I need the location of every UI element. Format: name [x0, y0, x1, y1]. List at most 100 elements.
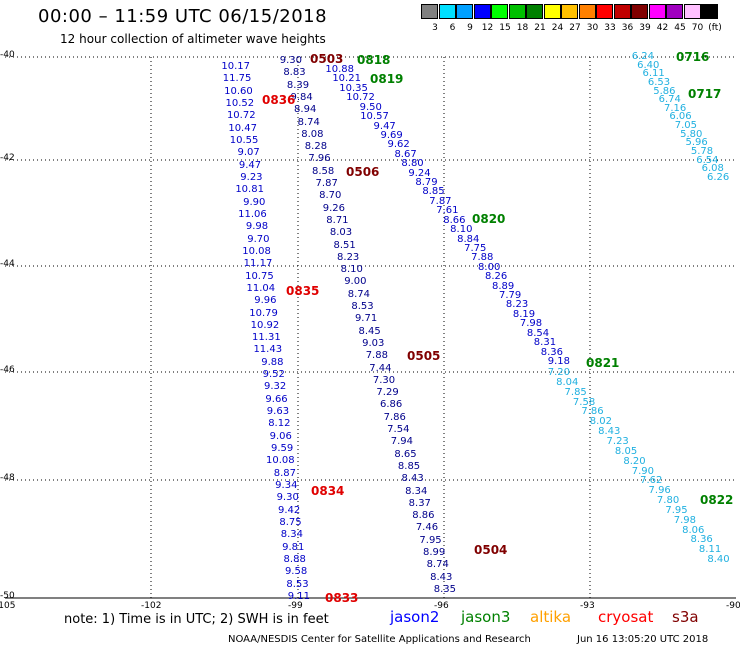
wave-height-value: 7.88	[365, 350, 388, 362]
wave-height-value: 8.12	[268, 418, 291, 430]
wave-height-value: 8.05	[614, 445, 638, 457]
wave-height-value: 8.34	[405, 485, 428, 497]
colorbar-label: 33	[604, 23, 616, 33]
wave-height-value: 9.34	[275, 480, 298, 492]
wave-height-value: 8.85	[397, 460, 421, 472]
colorbar-label: 36	[621, 23, 634, 33]
colorbar-swatch	[421, 4, 438, 19]
wave-height-value: 9.90	[243, 196, 266, 208]
wave-height-value: 9.88	[261, 356, 284, 368]
wave-height-value: 5.86	[653, 85, 676, 97]
wave-height-value: 8.39	[286, 79, 310, 91]
wave-height-value: 8.23	[505, 299, 529, 311]
pass-time-label: 0818	[357, 53, 391, 67]
wave-height-value: 9.71	[354, 313, 378, 325]
wave-height-value: 8.99	[422, 547, 446, 559]
wave-height-value: 6.74	[658, 94, 681, 106]
colorbar-swatch	[508, 4, 526, 19]
wave-height-value: 9.52	[262, 369, 285, 381]
wave-height-value: 8.71	[326, 214, 349, 226]
wave-height-value: 8.54	[526, 327, 550, 339]
satellite-legend-jason3: jason3	[461, 608, 511, 626]
longitude-tick-label: -96	[434, 601, 449, 611]
wave-height-value: 8.74	[347, 288, 371, 300]
wave-height-value: 8.89	[491, 280, 515, 292]
wave-height-value: 7.86	[383, 411, 406, 423]
wave-height-value: 7.85	[564, 386, 587, 398]
wave-height-value: 10.55	[229, 134, 259, 146]
pass-time-label: 0503	[310, 52, 344, 66]
wave-height-value: 7.58	[572, 396, 596, 408]
map-subtitle: 12 hour collection of altimeter wave hei…	[60, 32, 326, 46]
longitude-tick-label: -99	[288, 601, 303, 611]
wave-height-value: 9.58	[284, 566, 308, 578]
wave-height-value: 7.75	[464, 242, 487, 254]
lat-lon-grid	[5, 56, 736, 599]
wave-height-value: 7.95	[665, 504, 688, 516]
pass-time-label: 0822	[700, 493, 734, 507]
colorbar-swatch	[613, 4, 631, 19]
wave-height-value: 8.20	[623, 455, 646, 467]
wave-height-value: 10.60	[224, 85, 253, 97]
colorbar-label: (ft)	[708, 23, 722, 33]
wave-height-value: 11.75	[222, 73, 252, 85]
wave-height-value: 10.57	[360, 111, 389, 123]
wave-height-value: 9.50	[359, 101, 382, 113]
wave-height-value: 9.00	[344, 276, 367, 288]
wave-height-value: 7.54	[387, 424, 410, 436]
wave-height-value: 8.74	[426, 559, 449, 571]
colorbar-label: 30	[586, 23, 599, 33]
wave-height-value: 7.88	[471, 252, 494, 264]
wave-height-value: 7.95	[419, 534, 442, 546]
wave-height-value: 6.40	[637, 59, 660, 71]
wave-height-value: 8.36	[540, 346, 564, 358]
pass-time-label: 0505	[407, 349, 441, 363]
wave-height-value: 8.75	[279, 517, 302, 529]
wave-height-value: 8.70	[319, 190, 342, 202]
wave-height-value: 5.96	[685, 137, 708, 149]
wave-height-value: 7.96	[308, 153, 331, 165]
wave-height-value: 7.30	[372, 374, 396, 386]
wave-height-value: 8.85	[422, 186, 445, 198]
wave-height-value: 11.43	[253, 344, 283, 356]
latitude-tick-label: -46	[0, 365, 15, 375]
wave-height-value: 7.96	[648, 485, 671, 497]
wave-height-value: 6.08	[701, 163, 724, 175]
satellite-legend-cryosat: cryosat	[598, 608, 654, 626]
wave-height-value: 9.03	[362, 337, 385, 349]
wave-height-value: 7.61	[436, 205, 459, 217]
colorbar-swatch	[456, 4, 473, 19]
wave-height-value: 8.03	[329, 227, 353, 239]
wave-height-value: 9.11	[287, 591, 310, 602]
wave-height-value: 10.47	[228, 122, 257, 134]
wave-height-value: 9.70	[247, 233, 270, 245]
wave-height-value: 8.94	[294, 104, 317, 116]
wave-height-value: 11.04	[246, 282, 276, 294]
wave-height-value: 8.53	[286, 578, 309, 590]
colorbar-swatch	[561, 4, 578, 19]
wave-height-value: 9.06	[269, 430, 292, 442]
footer-note: note: 1) Time is in UTC; 2) SWH is in fe…	[64, 612, 329, 627]
latitude-tick-label: -48	[0, 473, 15, 483]
wave-height-value: 8.40	[707, 554, 730, 566]
wave-height-value: 8.37	[408, 497, 431, 509]
wave-height-value: 10.75	[245, 270, 274, 282]
wave-height-value: 7.23	[606, 435, 629, 447]
wave-height-value: 9.26	[322, 202, 345, 214]
wave-height-value: 8.10	[450, 224, 473, 236]
wave-height-value: 10.08	[266, 455, 295, 467]
wave-height-value: 10.79	[249, 307, 278, 319]
wave-height-value: 8.31	[533, 337, 557, 349]
pass-time-label: 0834	[311, 484, 345, 498]
satellite-legend-s3a: s3a	[672, 608, 699, 626]
wave-height-value: 10.92	[250, 319, 280, 331]
longitude-tick-label: -105	[0, 601, 16, 611]
map-title: 00:00 – 11:59 UTC 06/15/2018	[38, 6, 328, 27]
colorbar-label: 70	[691, 23, 704, 33]
pass-time-label: 0717	[688, 87, 722, 101]
wave-height-value: 10.81	[235, 184, 264, 196]
wave-height-value: 7.46	[415, 522, 439, 534]
wave-height-value: 10.17	[221, 61, 250, 72]
wave-height-value: 8.87	[273, 467, 297, 479]
